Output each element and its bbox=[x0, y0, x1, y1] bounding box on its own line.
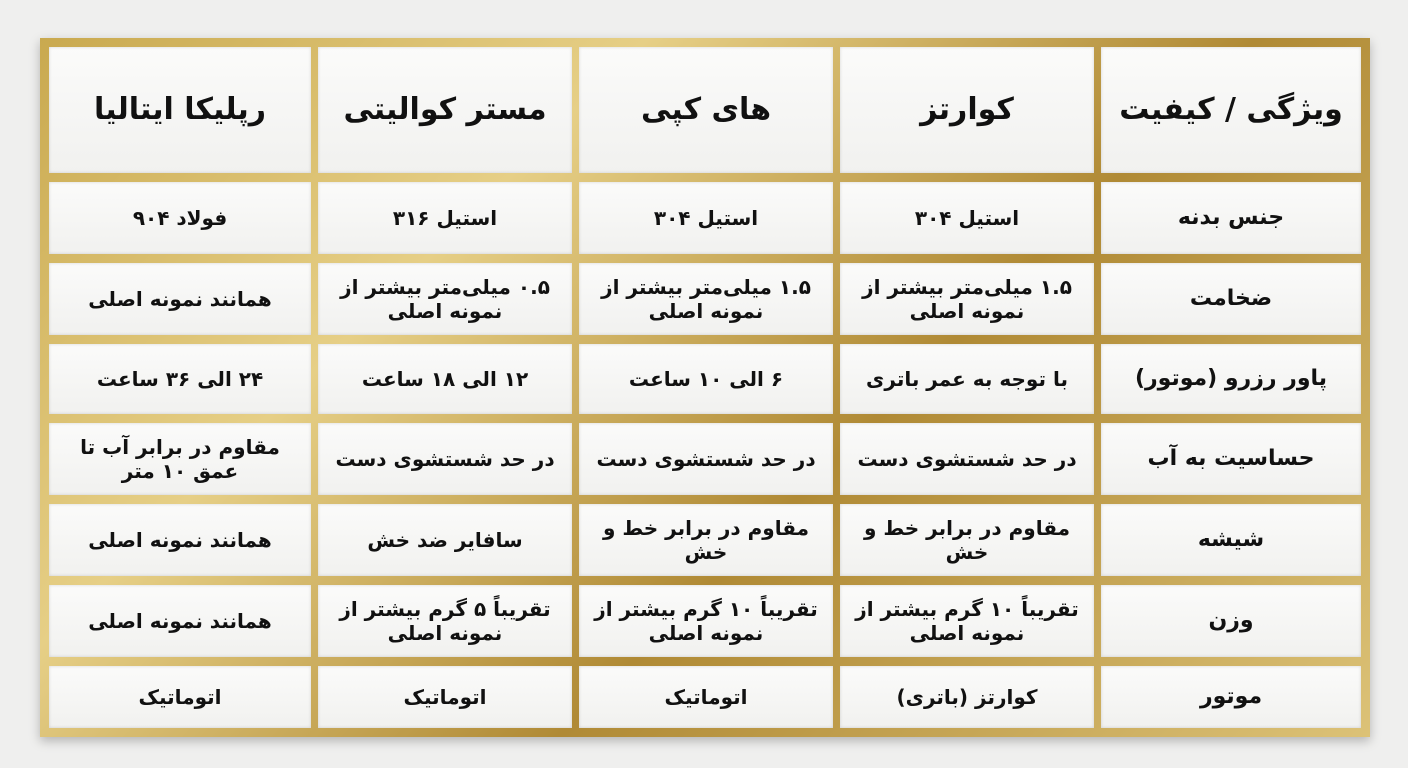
table-cell: همانند نمونه اصلی bbox=[49, 263, 311, 335]
table-cell: استیل ۳۱۶ bbox=[318, 182, 572, 254]
table-cell: مقاوم در برابر آب تا عمق ۱۰ متر bbox=[49, 423, 311, 495]
row-label: ضخامت bbox=[1101, 263, 1361, 335]
row-label: وزن bbox=[1101, 585, 1361, 657]
table-cell: کوارتز (باتری) bbox=[840, 666, 1094, 728]
row-label: شیشه bbox=[1101, 504, 1361, 576]
row-label: حساسیت به آب bbox=[1101, 423, 1361, 495]
header-column: های کپی bbox=[579, 47, 833, 173]
table-cell: تقریباً ۵ گرم بیشتر از نمونه اصلی bbox=[318, 585, 572, 657]
header-column: مستر کوالیتی bbox=[318, 47, 572, 173]
header-column: کوارتز bbox=[840, 47, 1094, 173]
table-cell: استیل ۳۰۴ bbox=[840, 182, 1094, 254]
table-cell: ۱.۵ میلی‌متر بیشتر از نمونه اصلی bbox=[840, 263, 1094, 335]
table-cell: در حد شستشوی دست bbox=[318, 423, 572, 495]
table-cell: ۰.۵ میلی‌متر بیشتر از نمونه اصلی bbox=[318, 263, 572, 335]
row-label: پاور رزرو (موتور) bbox=[1101, 344, 1361, 414]
row-label: موتور bbox=[1101, 666, 1361, 728]
table-cell: اتوماتیک bbox=[318, 666, 572, 728]
table-cell: با توجه به عمر باتری bbox=[840, 344, 1094, 414]
table-cell: تقریباً ۱۰ گرم بیشتر از نمونه اصلی bbox=[579, 585, 833, 657]
table-cell: اتوماتیک bbox=[49, 666, 311, 728]
table-cell: در حد شستشوی دست bbox=[840, 423, 1094, 495]
table-cell: ۲۴ الی ۳۶ ساعت bbox=[49, 344, 311, 414]
table-cell: اتوماتیک bbox=[579, 666, 833, 728]
table-cell: ۱۲ الی ۱۸ ساعت bbox=[318, 344, 572, 414]
table-cell: مقاوم در برابر خط و خش bbox=[840, 504, 1094, 576]
table-cell: استیل ۳۰۴ bbox=[579, 182, 833, 254]
table-cell: همانند نمونه اصلی bbox=[49, 585, 311, 657]
header-feature: ویژگی / کیفیت bbox=[1101, 47, 1361, 173]
table-cell: فولاد ۹۰۴ bbox=[49, 182, 311, 254]
header-column: رپلیکا ایتالیا bbox=[49, 47, 311, 173]
row-label: جنس بدنه bbox=[1101, 182, 1361, 254]
table-cell: مقاوم در برابر خط و خش bbox=[579, 504, 833, 576]
table-cell: ۶ الی ۱۰ ساعت bbox=[579, 344, 833, 414]
table-cell: سافایر ضد خش bbox=[318, 504, 572, 576]
table-cell: ۱.۵ میلی‌متر بیشتر از نمونه اصلی bbox=[579, 263, 833, 335]
table-cell: در حد شستشوی دست bbox=[579, 423, 833, 495]
comparison-table-frame: ویژگی / کیفیت کوارتز های کپی مستر کوالیتی رپ… bbox=[40, 38, 1370, 737]
comparison-table: ویژگی / کیفیت کوارتز های کپی مستر کوالیتی رپ… bbox=[49, 47, 1361, 728]
table-cell: همانند نمونه اصلی bbox=[49, 504, 311, 576]
table-cell: تقریباً ۱۰ گرم بیشتر از نمونه اصلی bbox=[840, 585, 1094, 657]
